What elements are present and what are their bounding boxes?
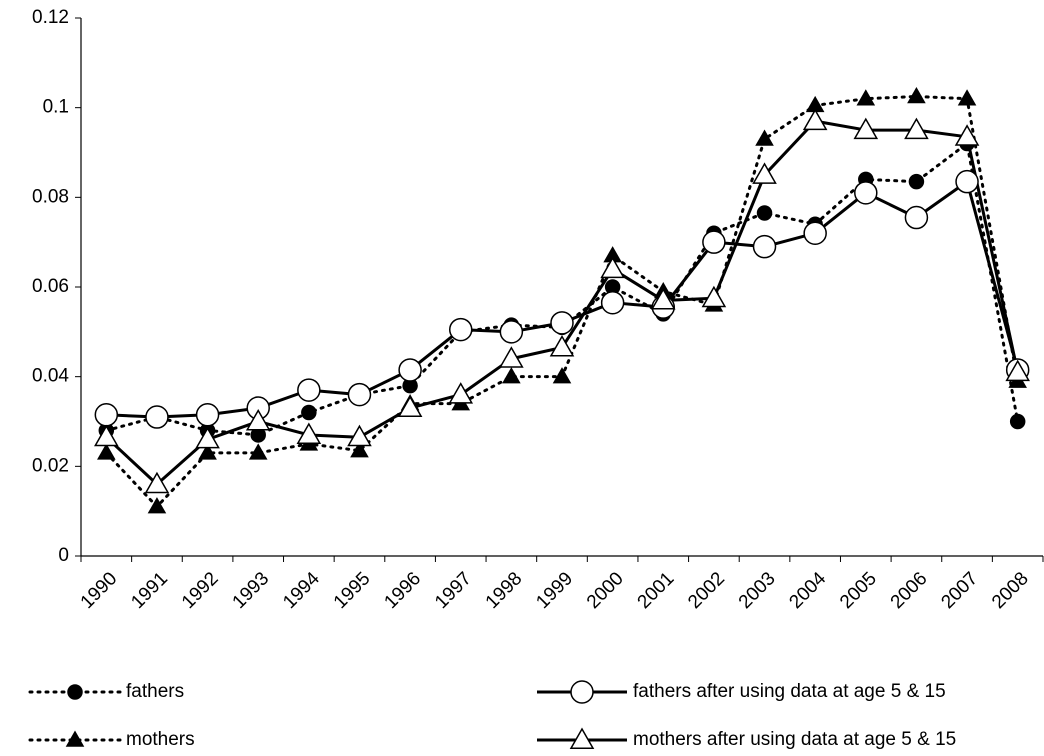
x-tick-label: 1995 [330,568,375,613]
data-point [195,426,220,449]
data-point [195,403,220,427]
y-tick-label: 0.04 [32,366,69,387]
x-tick-label: 2003 [735,568,780,613]
data-point [756,205,773,221]
x-tick-label: 1990 [77,568,122,613]
data-point [650,287,676,310]
data-point [600,290,625,315]
legend-label: mothers after using data at age 5 & 15 [633,729,956,750]
data-point [907,86,926,104]
data-point [752,234,777,259]
y-tick-label: 0.02 [32,455,69,476]
data-point [198,443,217,460]
data-point [600,256,625,279]
data-point [397,395,423,418]
data-point [350,441,369,458]
x-tick-label: 1993 [229,568,274,613]
data-point [347,424,372,447]
series-line [104,94,1020,509]
data-point [552,367,572,384]
data-point [144,471,170,494]
x-tick-label: 2006 [887,568,932,613]
legend-label: fathers after using data at age 5 & 15 [633,681,946,702]
data-point [803,221,827,245]
legend-marker [570,680,594,704]
x-tick-label: 1994 [279,568,324,613]
x-tick-label: 2001 [634,568,679,613]
data-point [904,205,929,230]
y-tick-label: 0.1 [43,97,69,118]
legend-label: mothers [126,729,195,750]
data-point [94,403,119,427]
data-point [955,169,979,194]
legend-marker [569,727,595,749]
x-tick-label: 1991 [127,568,172,613]
data-point [755,129,774,146]
data-point [856,89,876,106]
data-point [398,358,422,382]
data-point [248,443,268,460]
data-point [957,89,977,106]
y-tick-label: 0 [58,545,69,566]
data-point [904,117,929,140]
legend-marker [65,730,85,747]
data-point [702,230,726,254]
data-point [549,335,575,357]
legend-label: fathers [126,681,184,702]
data-point [145,405,169,429]
data-point [954,124,980,146]
data-point [853,117,879,140]
data-point [448,317,473,342]
legend-marker [67,684,83,700]
x-tick-label: 1996 [380,568,425,613]
x-tick-label: 1997 [431,568,476,613]
data-point [448,382,474,404]
data-point [97,443,116,460]
series-line [104,142,1020,437]
x-tick-label: 1998 [482,568,527,613]
data-point [347,382,372,407]
x-tick-label: 1999 [532,568,577,613]
data-point [752,162,777,184]
x-tick-label: 2000 [583,568,628,613]
data-point [297,378,321,402]
data-point [502,367,521,384]
data-point [1009,413,1026,430]
x-tick-label: 2004 [785,568,830,613]
data-point [908,173,925,190]
y-tick-label: 0.06 [32,276,69,297]
data-point [550,311,574,335]
data-point [854,181,878,205]
x-tick-label: 2005 [836,568,881,613]
data-point [701,285,727,308]
data-point [499,320,524,344]
data-point [1005,359,1030,382]
data-point [802,108,828,131]
data-point [245,408,271,431]
y-tick-label: 0.08 [32,186,69,207]
y-tick-label: 0.12 [32,7,69,28]
data-point [301,404,317,421]
data-point [147,497,167,514]
x-tick-label: 1992 [178,568,223,613]
data-point [499,346,524,368]
x-tick-label: 2002 [684,568,729,613]
series-line [105,119,1020,486]
data-point [94,424,119,447]
x-tick-label: 2007 [937,568,982,613]
data-point [296,422,322,444]
x-tick-label: 2008 [988,568,1033,613]
